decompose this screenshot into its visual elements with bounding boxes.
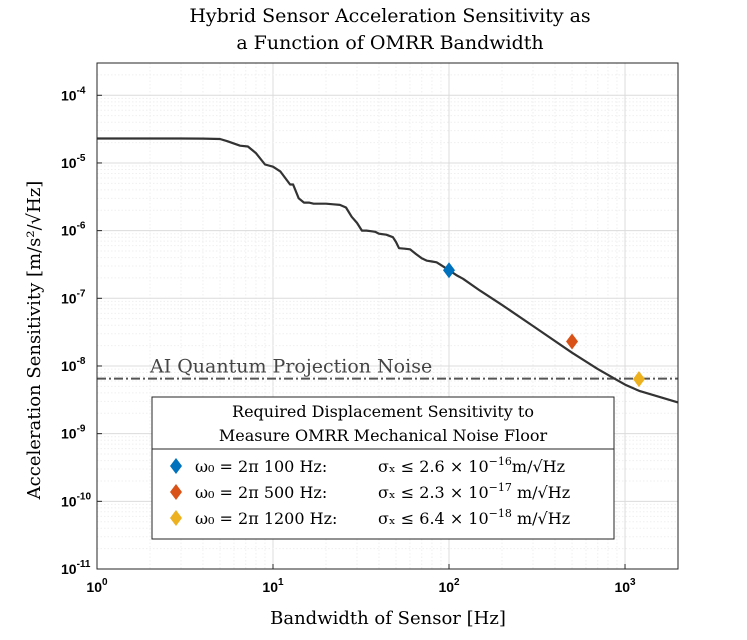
x-axis-label: Bandwidth of Sensor [Hz] [270,608,506,629]
legend-title-line-1: Required Displacement Sensitivity to [232,402,534,421]
legend-marker-1 [170,484,182,500]
legend-sigma-2: σₓ ≤ 6.4 × 10−18 m/√Hz [378,507,570,528]
legend: Required Displacement Sensitivity to Meas… [151,396,615,540]
y-axis-label: Acceleration Sensitivity [m/s²/√Hz] [24,181,45,501]
series-line-0 [97,137,679,404]
x-tick-label-0: 100 [86,577,108,595]
data-marker-2 [632,371,645,388]
chart-title-line-1: Hybrid Sensor Acceleration Sensitivity a… [189,5,590,27]
legend-box [151,396,615,540]
y-tick-label-7: 10-4 [61,85,86,103]
y-tick-label-3: 10-8 [61,356,86,374]
series-group [97,137,679,404]
y-tick-label-6: 10-5 [61,153,86,171]
data-marker-1 [566,333,579,350]
x-tick-label-3: 103 [614,577,636,595]
legend-omega-0: ω₀ = 2π 100 Hz: [195,457,327,476]
legend-marker-2 [170,510,182,526]
y-tick-label-5: 10-6 [61,221,86,239]
legend-omega-1: ω₀ = 2π 500 Hz: [195,483,327,502]
x-tick-label-2: 102 [438,577,460,595]
y-tick-label-2: 10-9 [61,424,86,442]
markers-group [443,262,645,388]
plot-frame [96,62,679,570]
y-tick-label-0: 10-11 [61,559,91,577]
legend-omega-2: ω₀ = 2π 1200 Hz: [195,509,337,528]
legend-title-line-2: Measure OMRR Mechanical Noise Floor [219,426,548,445]
y-axis-ticks: 10-11 10-10 10-9 10-8 10-7 10-6 10-5 10-4 [61,85,102,577]
y-tick-label-1: 10-10 [61,491,91,509]
reference-line-label: AI Quantum Projection Noise [149,356,432,378]
reference-line-group: AI Quantum Projection Noise [97,356,678,380]
legend-sigma-0: σₓ ≤ 2.6 × 10−16m/√Hz [378,455,565,476]
x-tick-label-1: 101 [262,577,284,595]
data-marker-0 [443,262,456,279]
legend-sigma-1: σₓ ≤ 2.3 × 10−17 m/√Hz [378,481,570,502]
y-tick-label-4: 10-7 [61,288,86,306]
chart-title-line-2: a Function of OMRR Bandwidth [236,32,543,54]
x-axis-ticks: 100 101 102 103 [86,564,636,595]
legend-marker-0 [170,458,182,474]
